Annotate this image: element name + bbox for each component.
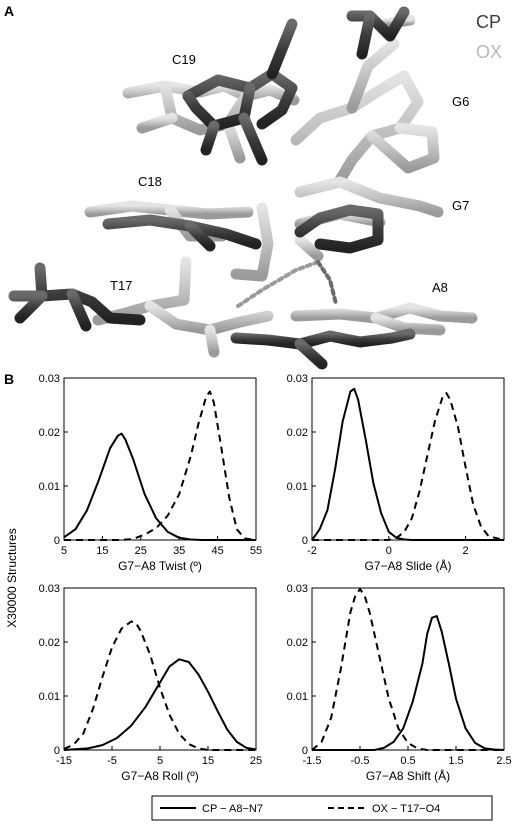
- x-axis-label: G7−A8 Roll (º): [121, 769, 198, 783]
- y-tick-label: 0.02: [39, 637, 60, 649]
- y-tick-label: 0.03: [39, 583, 60, 595]
- legend-label-dashed: OX − T17−O4: [372, 803, 440, 815]
- x-tick-label: 25: [250, 755, 262, 767]
- label-g7: G7: [452, 198, 469, 213]
- legend: CP − A8−N7 OX − T17−O4: [151, 795, 493, 821]
- x-tick-label: 55: [250, 545, 262, 557]
- x-tick-label: -15: [56, 755, 72, 767]
- series-line-solid: [63, 658, 257, 751]
- series-line-solid: [311, 387, 504, 541]
- cp-structure: [8, 6, 416, 370]
- x-tick-label: 0: [386, 545, 392, 557]
- chart-4: -1.5 -0.5 0.5 1.5 2.5 0 0.01 0.02 0.03 G7−A8 Shif…: [287, 583, 512, 783]
- y-tick-label: 0: [54, 745, 60, 757]
- x-tick-label: 2.5: [496, 755, 511, 767]
- legend-box: [151, 795, 493, 821]
- y-tick-label: 0.03: [39, 373, 60, 385]
- hbond-ox: [236, 260, 320, 308]
- label-c18: C18: [138, 174, 162, 189]
- x-tick-label: 0.5: [400, 755, 415, 767]
- y-tick-label: 0.01: [287, 481, 308, 493]
- series-line-dashed: [63, 620, 256, 751]
- x-tick-label: 15: [96, 545, 108, 557]
- x-tick-label: -2: [307, 545, 317, 557]
- x-tick-label: 2: [463, 545, 469, 557]
- x-tick-label: 1.5: [448, 755, 463, 767]
- y-tick-label: 0.02: [287, 637, 308, 649]
- label-a8: A8: [432, 280, 448, 295]
- chart-3: -15 -5 5 15 25 0 0.01 0.02 0.03 G7−A8 Roll (º): [39, 583, 263, 783]
- legend-label-solid: CP − A8−N7: [202, 803, 263, 815]
- plot-frame: [311, 377, 505, 541]
- y-tick-label: 0: [302, 535, 308, 547]
- label-g6: G6: [452, 94, 469, 109]
- y-tick-label: 0.01: [39, 481, 60, 493]
- legend-ox: OX: [476, 42, 502, 62]
- y-tick-label: 0.03: [287, 583, 308, 595]
- series-line-dashed: [311, 588, 504, 751]
- series-line-solid: [312, 615, 505, 751]
- y-axis-label: X30000 Structures: [5, 528, 19, 627]
- y-tick-label: 0.01: [287, 691, 308, 703]
- panel-b-distributions: B X30000 Structures 5 15 25 35 45 5500.010.02…: [4, 371, 512, 821]
- x-tick-label: 35: [173, 545, 185, 557]
- y-tick-label: 0: [302, 745, 308, 757]
- x-tick-label: -5: [107, 755, 117, 767]
- residue-labels: C19 G6 C18 G7 T17 A8: [110, 52, 469, 295]
- panel-a-letter: A: [4, 3, 14, 19]
- hbond-cp: [316, 260, 338, 306]
- y-tick-label: 0.02: [39, 427, 60, 439]
- panel-b-letter: B: [4, 371, 14, 387]
- x-tick-label: 5: [157, 755, 163, 767]
- series-line-solid: [63, 432, 256, 541]
- x-tick-label: -0.5: [351, 755, 370, 767]
- x-tick-label: 25: [135, 545, 147, 557]
- y-tick-label: 0.03: [287, 373, 308, 385]
- panel-a-structure: A CP OX: [4, 3, 502, 370]
- x-tick-label: -1.5: [303, 755, 322, 767]
- y-tick-label: 0.01: [39, 691, 60, 703]
- x-axis-label: G7−A8 Slide (Å): [364, 558, 451, 573]
- x-tick-label: 5: [61, 545, 67, 557]
- label-t17: T17: [110, 278, 132, 293]
- x-tick-label: 45: [211, 545, 223, 557]
- x-tick-label: 15: [202, 755, 214, 767]
- series-line-dashed: [312, 392, 505, 541]
- series-line-dashed: [64, 390, 257, 541]
- chart-1: 5 15 25 35 45 55 0 0.01 0.02 0.03 G7−A8 Twist (º): [39, 373, 263, 573]
- label-c19: C19: [172, 52, 196, 67]
- plot-frame: [63, 377, 257, 541]
- y-tick-label: 0.02: [287, 427, 308, 439]
- plot-frame: [63, 587, 257, 751]
- x-axis-label: G7−A8 Twist (º): [118, 559, 202, 573]
- molecule-sticks: [8, 6, 478, 370]
- legend-cp: CP: [476, 12, 501, 32]
- y-tick-label: 0: [54, 535, 60, 547]
- x-axis-label: G7−A8 Shift (Å): [366, 768, 450, 783]
